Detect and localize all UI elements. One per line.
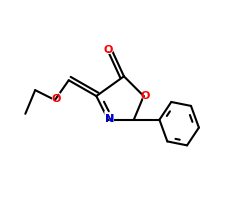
- Text: N: N: [105, 114, 114, 124]
- Text: O: O: [103, 45, 113, 55]
- Text: O: O: [50, 92, 62, 107]
- Text: O: O: [141, 91, 150, 101]
- Text: O: O: [102, 42, 114, 57]
- Text: O: O: [140, 89, 151, 104]
- Text: O: O: [51, 94, 60, 104]
- Text: N: N: [103, 111, 115, 126]
- Text: N: N: [105, 114, 114, 124]
